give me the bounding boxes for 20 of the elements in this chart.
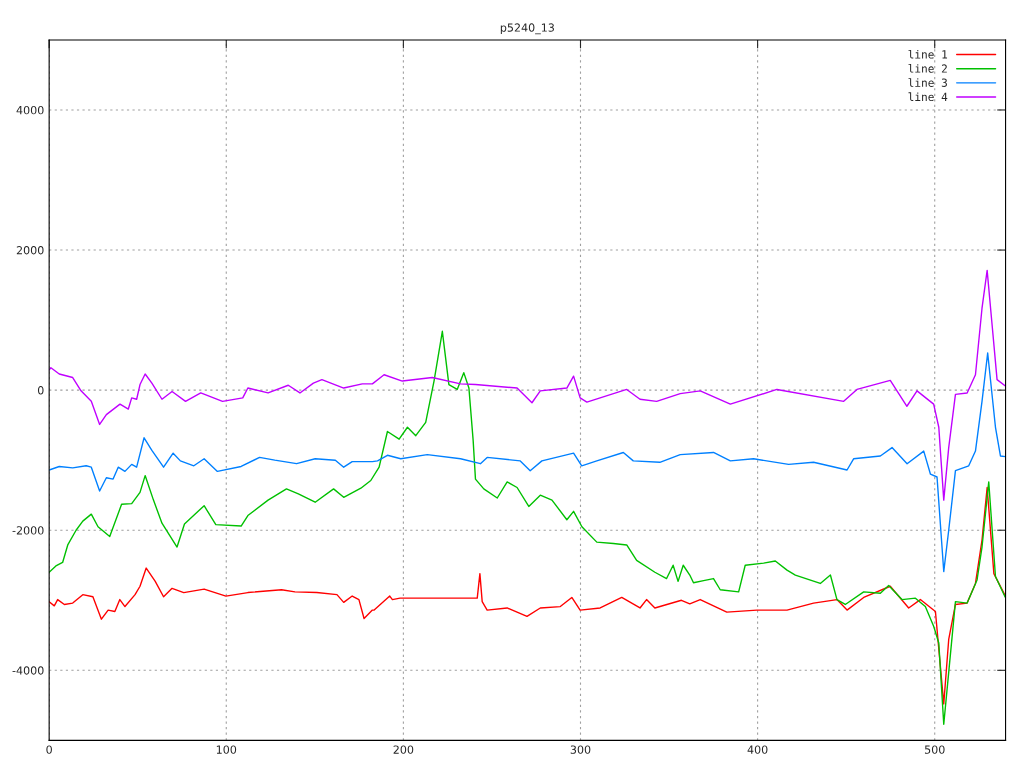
legend-label: line 3 — [908, 78, 947, 87]
line-series — [49, 352, 1006, 573]
y-tick-label: 4000 — [16, 105, 44, 115]
x-tick-label: 500 — [924, 745, 945, 754]
legend-label: line 2 — [908, 64, 947, 73]
y-tick-label: -4000 — [12, 666, 44, 675]
legend-label: line 4 — [908, 92, 948, 102]
legend-label: line 1 — [908, 49, 948, 59]
chart-title: p5240_13 — [500, 23, 554, 35]
x-tick-label: 300 — [570, 745, 591, 754]
line-series — [49, 330, 1006, 725]
x-tick-label: 200 — [393, 745, 414, 754]
y-tick-label: -2000 — [12, 526, 44, 535]
x-tick-label: 100 — [216, 745, 237, 754]
y-tick-label: 2000 — [16, 246, 44, 255]
y-tick-label: 0 — [37, 386, 44, 395]
x-tick-label: 400 — [747, 745, 768, 754]
line-series — [49, 269, 1006, 501]
line-series — [49, 486, 1006, 705]
x-tick-label: 0 — [46, 745, 52, 754]
